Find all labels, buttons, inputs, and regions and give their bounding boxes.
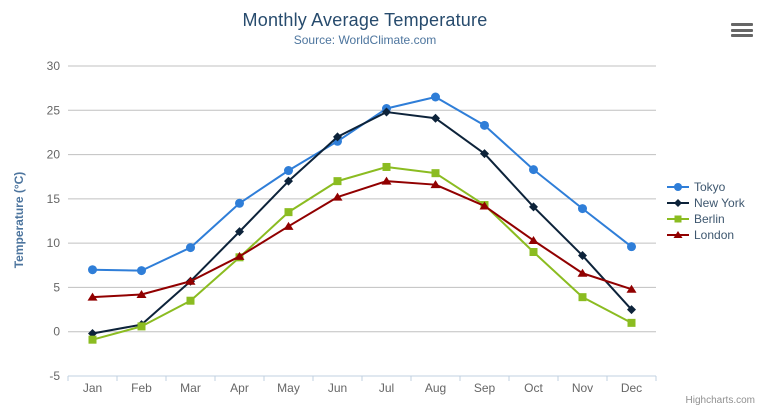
series-marker-berlin[interactable]	[529, 248, 538, 256]
series-line-tokyo[interactable]	[91, 96, 633, 272]
highcharts-credits-link[interactable]: Highcharts.com	[685, 395, 755, 406]
series-marker-london[interactable]	[185, 276, 196, 285]
series-marker-london[interactable]	[234, 251, 245, 260]
legend-item-berlin[interactable]: Berlin	[667, 211, 745, 227]
legend-symbol-diamond-icon	[667, 199, 689, 207]
legend-symbol-marker	[674, 183, 682, 191]
y-axis-label: 30	[47, 59, 61, 73]
x-axis-label: May	[277, 381, 300, 395]
series-marker-london[interactable]	[430, 180, 441, 189]
legend-label-new-york: New York	[694, 196, 745, 210]
series-marker-london[interactable]	[332, 192, 343, 201]
series-marker-tokyo[interactable]	[627, 242, 636, 252]
series-marker-london[interactable]	[479, 201, 490, 210]
x-axis-label: Feb	[131, 381, 152, 395]
x-axis-label: Sep	[474, 381, 496, 395]
series-line-new-york[interactable]	[91, 111, 633, 335]
y-axis-label: 10	[47, 236, 61, 250]
series-marker-new-york[interactable]	[627, 305, 636, 315]
hamburger-bar	[731, 34, 753, 37]
legend-symbol-marker	[674, 199, 682, 207]
legend: Tokyo New York Berlin London	[667, 179, 745, 243]
series-marker-london[interactable]	[87, 292, 98, 301]
series-marker-berlin[interactable]	[627, 318, 636, 327]
legend-symbol-marker	[673, 231, 683, 238]
x-axis-label: Dec	[621, 381, 642, 395]
series-marker-new-york[interactable]	[578, 251, 587, 261]
legend-item-tokyo[interactable]: Tokyo	[667, 179, 745, 195]
series-marker-new-york[interactable]	[431, 113, 440, 123]
series-line-berlin[interactable]	[91, 165, 633, 341]
series-marker-berlin[interactable]	[382, 162, 391, 171]
x-axis-label: Apr	[230, 381, 249, 395]
y-axis-label: 0	[53, 325, 60, 339]
hamburger-bar	[731, 23, 753, 26]
series-marker-tokyo[interactable]	[529, 165, 538, 175]
y-axis-label: 25	[47, 103, 61, 117]
legend-symbol-circle-icon	[667, 183, 689, 191]
x-axis-label: Nov	[572, 381, 593, 395]
legend-symbol-triangle-icon	[667, 231, 689, 238]
series-marker-new-york[interactable]	[333, 132, 342, 142]
legend-label-london: London	[694, 228, 735, 242]
series-marker-tokyo[interactable]	[186, 243, 195, 253]
legend-item-new-york[interactable]: New York	[667, 195, 745, 211]
series-marker-london[interactable]	[283, 221, 294, 230]
series-marker-tokyo[interactable]	[578, 204, 587, 214]
x-axis-label: Jan	[83, 381, 102, 395]
legend-item-london[interactable]: London	[667, 227, 745, 243]
chart-subtitle: Source: WorldClimate.com	[293, 33, 437, 47]
y-axis-label: 20	[47, 148, 61, 162]
legend-label-berlin: Berlin	[694, 212, 725, 226]
series-marker-new-york[interactable]	[284, 176, 293, 186]
x-axis-label: Mar	[180, 381, 201, 395]
series-marker-tokyo[interactable]	[480, 120, 489, 130]
hamburger-menu-icon[interactable]	[731, 23, 753, 37]
legend-symbol-square-icon	[667, 215, 689, 223]
x-axis-label: Oct	[524, 381, 543, 395]
hamburger-bar	[731, 28, 753, 32]
series-marker-tokyo[interactable]	[235, 198, 244, 208]
y-axis-title: Temperature (°C)	[12, 171, 26, 269]
series-marker-new-york[interactable]	[480, 149, 489, 159]
x-axis-label: Aug	[425, 381, 446, 395]
series-marker-tokyo[interactable]	[431, 92, 440, 102]
series-marker-london[interactable]	[136, 290, 147, 299]
series-marker-berlin[interactable]	[578, 293, 587, 302]
series-marker-berlin[interactable]	[88, 335, 97, 344]
x-axis-label: Jun	[328, 381, 347, 395]
chart-title: Monthly Average Temperature	[242, 10, 488, 30]
series-marker-tokyo[interactable]	[284, 166, 293, 176]
series-marker-london[interactable]	[381, 176, 392, 185]
legend-symbol-marker	[674, 215, 682, 223]
y-axis-label: 15	[47, 192, 61, 206]
y-axis-label: 5	[53, 280, 60, 294]
series-marker-london[interactable]	[626, 284, 637, 293]
series-marker-berlin[interactable]	[284, 208, 293, 217]
series-marker-london[interactable]	[577, 268, 588, 277]
series-marker-new-york[interactable]	[529, 202, 538, 212]
series-marker-tokyo[interactable]	[88, 265, 97, 275]
series-marker-berlin[interactable]	[333, 177, 342, 186]
legend-label-tokyo: Tokyo	[694, 180, 726, 194]
x-axis-label: Jul	[379, 381, 394, 395]
series-marker-london[interactable]	[528, 235, 539, 244]
series-marker-tokyo[interactable]	[137, 266, 146, 276]
series-line-london[interactable]	[91, 180, 633, 299]
series-marker-berlin[interactable]	[137, 322, 146, 331]
series-marker-new-york[interactable]	[235, 227, 244, 237]
series-marker-berlin[interactable]	[186, 296, 195, 305]
series-marker-new-york[interactable]	[382, 107, 391, 117]
y-axis-label: -5	[49, 369, 60, 383]
series-marker-berlin[interactable]	[431, 169, 440, 178]
